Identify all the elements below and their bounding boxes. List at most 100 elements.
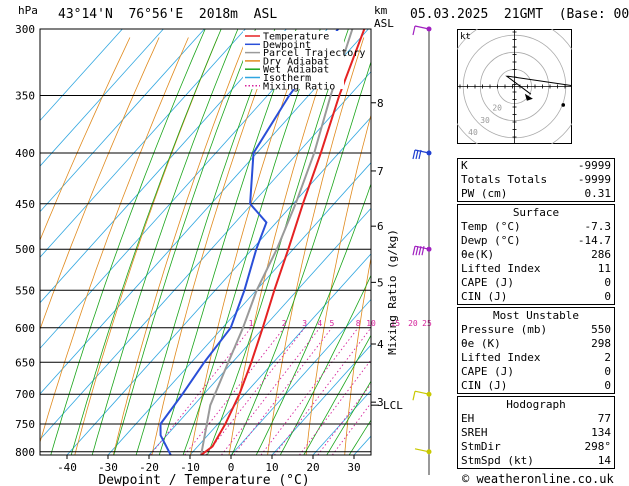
index-value: 550 — [591, 323, 611, 336]
hodograph-marker — [561, 103, 566, 107]
isotherm-line — [40, 71, 371, 441]
copyright: © weatheronline.co.uk — [462, 472, 614, 486]
pressure-tick-label: 300 — [15, 23, 35, 36]
index-label: Temp (°C) — [461, 220, 521, 233]
index-row: K -9999 — [458, 159, 614, 173]
wet-adiabat-line — [91, 29, 239, 455]
km-unit-label: km — [374, 4, 388, 17]
index-row: Temp (°C) -7.3 — [458, 220, 614, 234]
wet-adiabat-line — [158, 29, 297, 455]
index-row: CIN (J) 0 — [458, 379, 614, 393]
index-value: 77 — [597, 412, 611, 425]
legend-label: Parcel Trajectory — [263, 48, 365, 59]
index-row: CIN (J) 0 — [458, 290, 614, 304]
mixing-ratio-line — [233, 327, 333, 455]
index-value: -9999 — [577, 173, 611, 186]
isotherm-line — [40, 29, 164, 167]
hodograph-unit-label: kt — [460, 32, 471, 42]
index-label: Lifted Index — [461, 351, 541, 364]
wind-barb — [412, 149, 432, 160]
pressure-tick-label: 450 — [15, 198, 35, 211]
mixing-ratio-line — [205, 327, 306, 455]
pressure-tick-label: 650 — [15, 356, 35, 369]
basic-indices-box: K -9999 Totals Totals -9999 PW (cm) 0.31 — [457, 158, 615, 202]
index-value: 0 — [604, 276, 611, 289]
section-title: Surface — [512, 206, 560, 219]
pressure-tick-label: 400 — [15, 147, 35, 160]
legend-label: Wet Adiabat — [263, 65, 329, 76]
index-value: 298° — [584, 440, 612, 453]
wet-adiabat-line — [135, 29, 276, 455]
dry-adiabat-line — [228, 37, 335, 455]
mixing-ratio-line — [260, 327, 359, 455]
index-row: θe (K) 298 — [458, 337, 614, 351]
index-value: 14 — [597, 454, 611, 467]
temp-tick-label: -10 — [180, 461, 200, 474]
wet-adiabat-line — [326, 380, 371, 455]
index-value: 0 — [604, 379, 611, 392]
index-value: 0 — [604, 290, 611, 303]
index-label: θe (K) — [461, 337, 501, 350]
isotherm-line — [40, 29, 328, 349]
section-title: Most Unstable — [492, 309, 580, 322]
index-value: -14.7 — [577, 234, 611, 247]
km-tick-label: 3 — [377, 396, 384, 409]
index-label: Dewp (°C) — [461, 234, 521, 247]
isotherm-line — [107, 162, 371, 455]
pressure-tick-label: 600 — [15, 322, 35, 335]
isotherm-line — [40, 29, 205, 213]
indices-panel: K -9999 Totals Totals -9999 PW (cm) 0.31 Surf… — [457, 156, 615, 469]
index-label: K — [461, 159, 468, 172]
hodograph-indices-box: Hodograph EH 77 SREH 134 StmDir 298° StmSpd (kt… — [457, 396, 615, 469]
km-tick-label: 6 — [377, 220, 384, 233]
storm-motion-arrow — [524, 93, 533, 101]
index-label: CIN (J) — [461, 290, 508, 303]
wet-adiabat-line — [206, 29, 349, 455]
index-row: Lifted Index 11 — [458, 262, 614, 276]
wet-adiabat-line — [50, 29, 206, 455]
index-label: Lifted Index — [461, 262, 541, 275]
pressure-tick-label: 750 — [15, 418, 35, 431]
pressure-tick-label: 550 — [15, 284, 35, 297]
dry-adiabat-line — [151, 37, 277, 455]
km-tick-label: 7 — [377, 165, 384, 178]
lcl-label: LCL — [383, 399, 403, 412]
index-value: 0.31 — [584, 187, 612, 200]
index-row: Lifted Index 2 — [458, 351, 614, 365]
x-axis-label: Dewpoint / Temperature (°C) — [98, 473, 309, 486]
dry-adiabat-line — [267, 37, 365, 455]
dry-adiabat-line — [74, 37, 218, 455]
index-row: SREH 134 — [458, 426, 614, 440]
mixing-ratio-label: 20 — [408, 319, 418, 328]
hodograph-ring-label: 20 — [492, 104, 502, 113]
wind-barb — [412, 390, 432, 401]
mixing-ratio-line — [184, 327, 285, 455]
asl-unit-label: ASL — [374, 17, 394, 30]
index-label: PW (cm) — [461, 187, 508, 200]
wet-adiabat-line — [182, 29, 321, 455]
km-tick-label: 8 — [377, 97, 384, 110]
wind-barb — [412, 25, 432, 36]
mixing-ratio-label: 8 — [356, 319, 361, 328]
index-row: StmDir 298° — [458, 440, 614, 454]
hodograph-trace — [505, 75, 572, 95]
wet-adiabat-line — [279, 274, 371, 455]
wet-adiabat-line — [303, 334, 371, 455]
pressure-unit-label: hPa — [18, 4, 38, 17]
index-label: Pressure (mb) — [461, 323, 548, 336]
index-label: StmDir — [461, 440, 501, 453]
index-value: -9999 — [577, 159, 611, 172]
index-row: StmSpd (kt) 14 — [458, 454, 614, 468]
temp-tick-label: 20 — [306, 461, 319, 474]
wet-adiabat-line — [255, 182, 371, 455]
index-value: 11 — [597, 262, 611, 275]
most-unstable-box: Most Unstable Pressure (mb) 550 θe (K) 298 Li… — [457, 307, 615, 394]
pressure-tick-label: 500 — [15, 243, 35, 256]
index-row: CAPE (J) 0 — [458, 276, 614, 290]
wet-adiabat-line — [70, 29, 222, 455]
pressure-tick-label: 800 — [15, 446, 35, 459]
mixing-ratio-line — [150, 327, 252, 455]
mixing-ratio-label: 1 — [249, 319, 254, 328]
